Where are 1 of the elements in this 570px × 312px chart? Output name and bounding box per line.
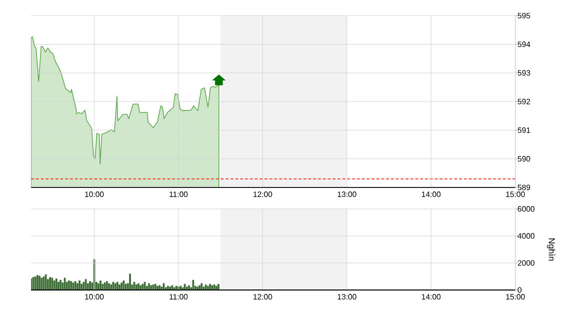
y-axis-title: Nghìn xyxy=(546,238,556,260)
